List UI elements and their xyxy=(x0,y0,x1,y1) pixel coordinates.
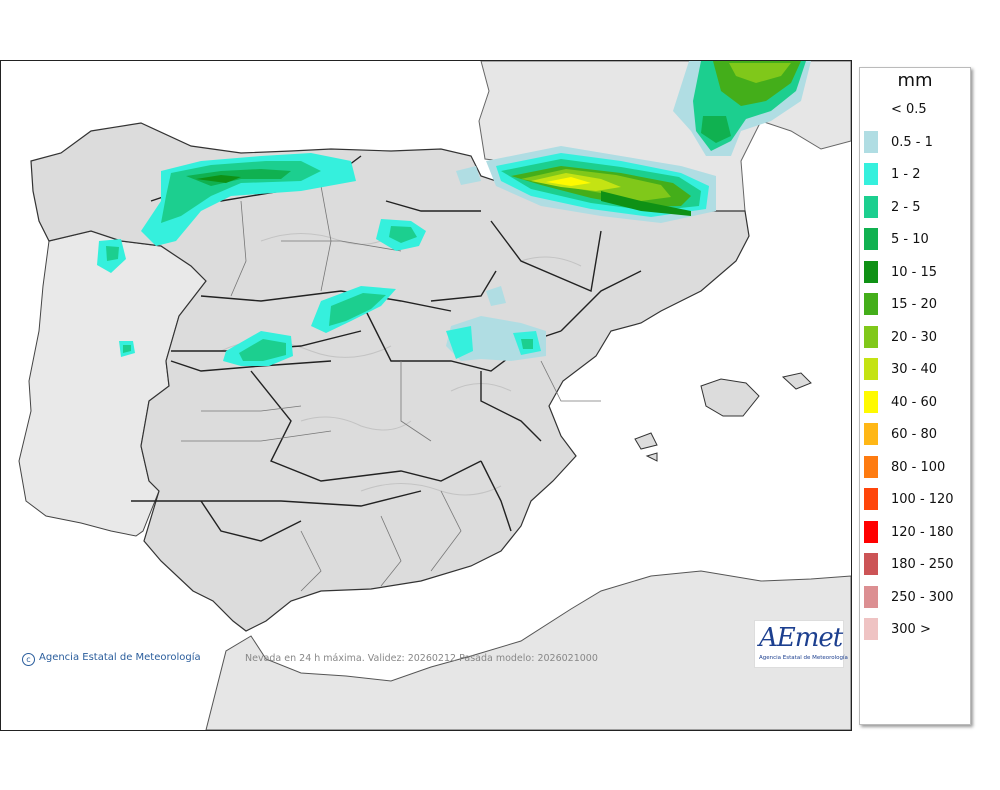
formentera-island xyxy=(645,452,658,462)
legend-item: < 0.5 xyxy=(864,98,968,122)
legend-swatch xyxy=(864,195,878,218)
legend-label: 180 - 250 xyxy=(891,557,954,572)
legend-item: 15 - 20 xyxy=(864,293,968,317)
spain-landmass xyxy=(30,122,750,632)
legend-item: 60 - 80 xyxy=(864,423,968,447)
legend-label: 2 - 5 xyxy=(891,199,921,215)
aemet-logo[interactable]: AEmet Agencia Estatal de Meteorología xyxy=(754,620,848,668)
legend-label: 5 - 10 xyxy=(891,232,929,247)
legend-swatch xyxy=(864,455,878,478)
legend-swatch xyxy=(864,293,878,315)
snow-france xyxy=(673,61,811,156)
legend-label: 120 - 180 xyxy=(891,524,954,540)
legend-item: 10 - 15 xyxy=(864,260,968,285)
legend-item: 120 - 180 xyxy=(864,520,968,545)
snow-pyrenees xyxy=(486,146,716,223)
legend-label: 60 - 80 xyxy=(891,427,938,442)
legend-label: 30 - 40 xyxy=(891,362,938,377)
copyright-icon: c xyxy=(22,653,35,666)
legend-label: 1 - 2 xyxy=(891,167,921,182)
legend-label: < 0.5 xyxy=(891,102,927,117)
legend-item: 80 - 100 xyxy=(864,455,968,480)
legend-swatch xyxy=(864,390,878,413)
legend-item: 0.5 - 1 xyxy=(864,130,968,155)
legend-unit: mm xyxy=(897,70,933,91)
copyright-credit[interactable]: c Agencia Estatal de Meteorología xyxy=(22,652,201,666)
legend-swatch xyxy=(864,98,878,120)
legend-swatch xyxy=(864,130,878,153)
snow-iberian xyxy=(376,166,481,251)
snow-cantabrian xyxy=(97,153,356,273)
legend-swatch xyxy=(864,358,878,380)
snowfall-map[interactable] xyxy=(0,60,852,731)
menorca-island xyxy=(781,372,812,390)
legend-label: 40 - 60 xyxy=(891,394,938,410)
mallorca-island xyxy=(700,378,760,417)
legend-item: 30 - 40 xyxy=(864,358,968,382)
legend-swatch xyxy=(864,163,878,185)
legend-swatch xyxy=(864,618,878,640)
legend-swatch xyxy=(864,325,878,348)
legend-item: 5 - 10 xyxy=(864,228,968,252)
legend-label: 10 - 15 xyxy=(891,264,938,280)
logo-wordmark: AEmet xyxy=(759,623,843,653)
legend-swatch xyxy=(864,228,878,250)
legend-item: 180 - 250 xyxy=(864,553,968,577)
ibiza-island xyxy=(634,432,658,450)
legend-swatch xyxy=(864,260,878,283)
color-legend: mm < 0.5 0.5 - 1 1 - 2 2 - 5 5 - 10 10 - 15 15… xyxy=(859,67,971,725)
snow-teruel xyxy=(446,286,546,361)
map-graphic xyxy=(1,61,851,730)
legend-swatch xyxy=(864,520,878,543)
legend-swatch xyxy=(864,488,878,510)
legend-label: 0.5 - 1 xyxy=(891,134,933,150)
legend-item: 250 - 300 xyxy=(864,585,968,610)
credit-text: Agencia Estatal de Meteorología xyxy=(39,652,201,663)
map-caption: Nevada en 24 h máxima. Validez: 20260212… xyxy=(245,653,598,664)
legend-label: 15 - 20 xyxy=(891,297,938,312)
legend-item: 1 - 2 xyxy=(864,163,968,187)
legend-swatch xyxy=(864,423,878,445)
legend-label: 300 > xyxy=(891,622,931,637)
legend-label: 20 - 30 xyxy=(891,329,938,345)
legend-item: 100 - 120 xyxy=(864,488,968,512)
legend-item: 2 - 5 xyxy=(864,195,968,220)
logo-subtitle: Agencia Estatal de Meteorología xyxy=(759,655,848,661)
legend-item: 20 - 30 xyxy=(864,325,968,350)
legend-swatch xyxy=(864,553,878,575)
legend-item: 300 > xyxy=(864,618,968,642)
africa-landmass xyxy=(205,570,851,730)
legend-label: 80 - 100 xyxy=(891,459,946,475)
snow-central xyxy=(119,286,396,366)
legend-item: 40 - 60 xyxy=(864,390,968,415)
legend-label: 100 - 120 xyxy=(891,492,954,507)
legend-swatch xyxy=(864,585,878,608)
legend-label: 250 - 300 xyxy=(891,589,954,605)
